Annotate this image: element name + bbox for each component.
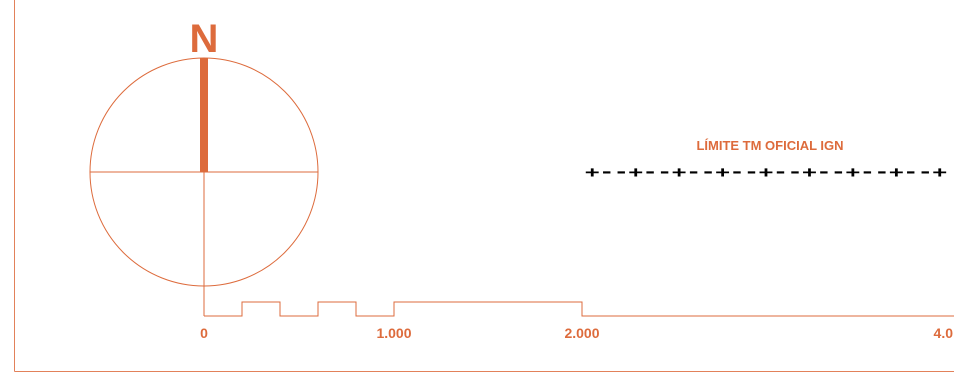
scale-label-2000: 2.000 [564, 325, 599, 341]
scale-bar: 0 1.000 2.000 4.0 [200, 301, 954, 341]
scale-label-4000: 4.0 [934, 325, 954, 341]
legend-boundary-symbol: +--+--+--+--+--+--+--+--+ [585, 163, 947, 181]
scale-label-1000: 1.000 [376, 325, 411, 341]
scale-label-0: 0 [200, 325, 208, 341]
north-needle [200, 58, 208, 172]
sheet-frame [14, 0, 954, 372]
north-letter: N [190, 17, 219, 61]
legend-boundary-label: LÍMITE TM OFICIAL IGN [696, 138, 843, 153]
legend-boundary-entry: LÍMITE TM OFICIAL IGN +--+--+--+--+--+--… [585, 138, 947, 181]
scale-bar-line [204, 301, 954, 317]
north-arrow: N [89, 17, 319, 316]
